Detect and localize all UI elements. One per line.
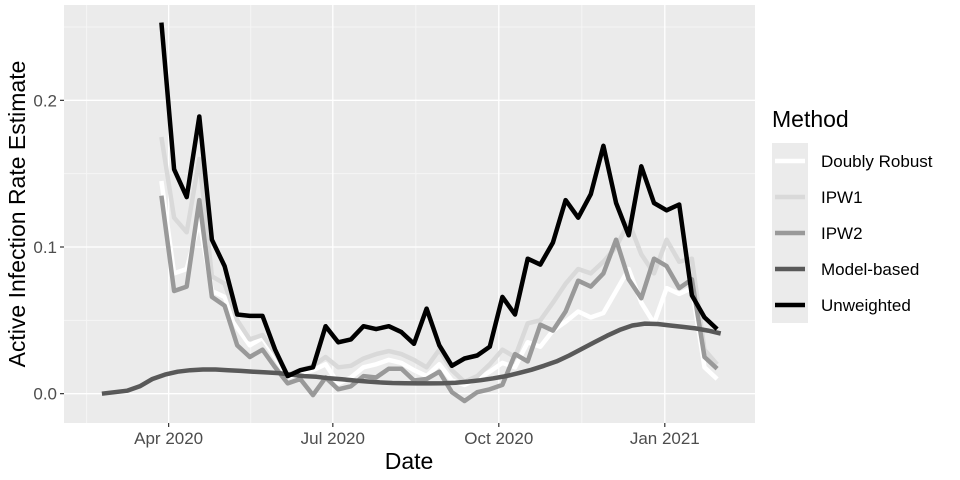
series-line-unweighted: [159, 22, 719, 379]
x-tick-label: Oct 2020: [464, 429, 533, 448]
y-tick-label: 0.0: [33, 385, 57, 404]
legend-label-model-based: Model-based: [821, 260, 919, 279]
y-tick-label: 0.1: [33, 238, 57, 257]
x-tick-label: Apr 2020: [134, 429, 203, 448]
series-lines: [101, 22, 722, 404]
x-axis: Apr 2020 Jul 2020 Oct 2020 Jan 2021: [134, 423, 700, 448]
legend-label-ipw1: IPW1: [821, 188, 863, 207]
x-tick-label: Jul 2020: [301, 429, 365, 448]
y-axis: 0.0 0.1 0.2: [33, 91, 64, 404]
x-axis-title: Date: [385, 448, 434, 474]
legend-title: Method: [772, 106, 849, 132]
series-line-ipw2: [159, 195, 719, 404]
x-tick-label: Jan 2021: [630, 429, 700, 448]
y-axis-title: Active Infection Rate Estimate: [4, 61, 30, 368]
series-line-model-based: [101, 321, 722, 396]
panel-background: [64, 5, 755, 423]
legend-label-ipw2: IPW2: [821, 224, 863, 243]
y-tick-label: 0.2: [33, 91, 57, 110]
legend-label-unweighted: Unweighted: [821, 296, 911, 315]
series-line-doubly-robust: [159, 180, 719, 388]
legend-label-doubly-robust: Doubly Robust: [821, 152, 933, 171]
legend: Method Doubly Robust IPW1 IPW2 Model-based U…: [772, 106, 933, 323]
gridlines: [64, 5, 755, 423]
